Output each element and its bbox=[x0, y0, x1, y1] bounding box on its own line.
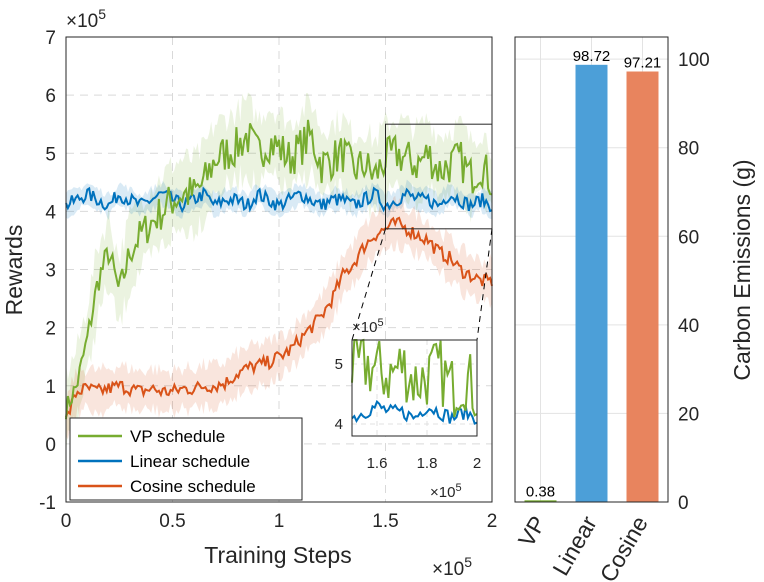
bar-category-label-cosine: Cosine bbox=[595, 512, 653, 582]
line-x-label: Training Steps bbox=[204, 542, 351, 568]
line-y-tick-label: 7 bbox=[45, 28, 56, 49]
series-line-cosine bbox=[65, 216, 493, 418]
legend-label-linear: Linear schedule bbox=[130, 452, 250, 471]
inset-line-linear bbox=[351, 399, 478, 425]
line-y-tick-label: 0 bbox=[45, 435, 56, 456]
line-x-tick-label: 0 bbox=[61, 511, 72, 532]
line-x-tick-label: 1 bbox=[274, 511, 285, 532]
bar-y-tick-label: 40 bbox=[678, 316, 699, 337]
line-y-label: Rewards bbox=[1, 225, 27, 316]
inset-x-exponent-base: ×10 bbox=[430, 484, 455, 501]
line-y-tick-label: 2 bbox=[45, 319, 56, 340]
line-x-exponent-power: 5 bbox=[464, 554, 472, 570]
line-y-tick-label: 1 bbox=[45, 377, 56, 398]
line-y-tick-label: 3 bbox=[45, 261, 56, 282]
bar-plot-frame bbox=[514, 36, 669, 503]
line-x-exponent: ×105 bbox=[432, 554, 472, 580]
line-plot-frame bbox=[65, 36, 493, 503]
line-x-tick-label: 1.5 bbox=[372, 511, 398, 532]
bar-cosine bbox=[626, 71, 659, 503]
bar-value-label-linear: 98.72 bbox=[573, 48, 611, 65]
line-x-tick-label: 0.5 bbox=[159, 511, 185, 532]
bar-vp bbox=[524, 500, 557, 502]
bar-category-label-linear: Linear bbox=[547, 511, 602, 580]
bar-chart: 0.38 98.72 97.21 0 20 40 60 80 100 VPLinearCosin… bbox=[513, 36, 755, 582]
bar-y-tick-label: 20 bbox=[678, 404, 699, 425]
bar-y-label: Carbon Emissions (g) bbox=[729, 159, 755, 380]
inset-y-exponent-base: ×10 bbox=[352, 319, 377, 336]
inset-x-tick-label: 2 bbox=[473, 455, 481, 472]
legend-label-cosine: Cosine schedule bbox=[130, 477, 256, 496]
line-y-tick-label: 5 bbox=[45, 144, 56, 165]
line-y-tick-label: -1 bbox=[39, 493, 56, 514]
inset-x-exponent-power: 5 bbox=[455, 482, 461, 494]
inset-x-exponent: ×105 bbox=[430, 482, 462, 501]
bar-category-label-vp: VP bbox=[513, 512, 551, 552]
inset-y-exponent-power: 5 bbox=[377, 317, 383, 329]
line-x-tick-label: 2 bbox=[487, 511, 498, 532]
line-y-exponent-base: ×10 bbox=[66, 11, 98, 32]
inset-x-tick-label: 1.6 bbox=[367, 455, 388, 472]
series-line-vp bbox=[65, 119, 493, 420]
inset-frame bbox=[351, 339, 478, 437]
inset-x-tick-label: 1.8 bbox=[417, 455, 438, 472]
series-line-linear bbox=[65, 186, 493, 214]
zoom-connector-right bbox=[476, 228, 493, 341]
line-y-tick-label: 6 bbox=[45, 86, 56, 107]
bar-y-tick-label: 0 bbox=[678, 493, 689, 514]
line-y-exponent-power: 5 bbox=[98, 6, 106, 22]
zoom-region-box bbox=[385, 123, 493, 230]
legend-label-vp: VP schedule bbox=[130, 427, 225, 446]
band-cosine bbox=[66, 195, 492, 440]
bar-y-tick-label: 60 bbox=[678, 227, 699, 248]
inset-y-tick-label: 4 bbox=[335, 416, 343, 433]
bar-y-tick-label: 100 bbox=[678, 50, 710, 71]
line-y-exponent: ×105 bbox=[66, 6, 106, 32]
zoom-connector-left bbox=[351, 228, 386, 341]
bar-value-label-cosine: 97.21 bbox=[624, 54, 662, 71]
inset-y-exponent: ×105 bbox=[352, 317, 384, 336]
line-y-tick-label: 4 bbox=[45, 202, 56, 223]
bar-y-tick-label: 80 bbox=[678, 139, 699, 160]
bar-value-label-vp: 0.38 bbox=[526, 483, 555, 500]
legend: VP schedule Linear schedule Cosine sched… bbox=[69, 417, 303, 501]
inset-line-vp bbox=[351, 338, 478, 418]
bar-linear bbox=[575, 64, 608, 502]
line-x-exponent-base: ×10 bbox=[432, 559, 464, 580]
zoom-inset: 1.6 1.8 245 ×105 ×105 bbox=[335, 317, 482, 501]
inset-y-tick-label: 5 bbox=[335, 356, 343, 373]
